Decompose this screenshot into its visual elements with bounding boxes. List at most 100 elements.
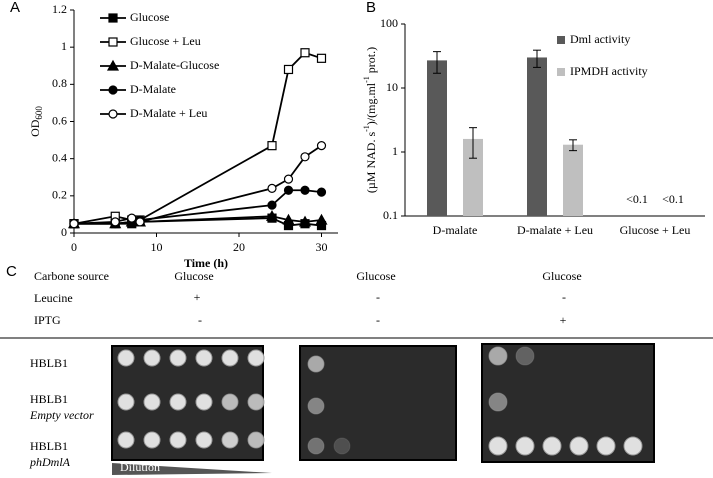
cell: Glucose <box>542 269 581 283</box>
colony-spot <box>117 349 135 367</box>
legend-label: Glucose <box>130 10 169 24</box>
colony-spot <box>143 349 161 367</box>
marker <box>300 152 310 162</box>
colony-spot <box>542 436 562 456</box>
marker <box>135 217 145 227</box>
x-tick-label: 20 <box>233 240 245 254</box>
legend-label: D-Malate <box>130 82 176 96</box>
x-tick-label: 0 <box>71 240 77 254</box>
strain: HBLB1 <box>30 392 68 406</box>
y-tick-label: 1 <box>392 144 398 158</box>
colony-spot <box>221 393 239 411</box>
panel-label: A <box>10 0 20 16</box>
y-tick-label: 100 <box>380 16 398 30</box>
colony-spot <box>221 349 239 367</box>
marker <box>316 53 327 63</box>
y-axis-label-part: (µM NAD. s <box>364 132 378 194</box>
colony-spot <box>569 436 589 456</box>
colony-spot <box>117 393 135 411</box>
cell: Glucose <box>356 269 395 283</box>
y-axis-label-main: OD <box>28 119 42 137</box>
colony-spot <box>488 346 508 366</box>
legend-marker <box>106 59 120 71</box>
colony-spot <box>169 393 187 411</box>
colony-spot <box>143 431 161 449</box>
marker <box>265 210 279 221</box>
strain: HBLB1 <box>30 356 68 370</box>
marker <box>283 64 294 75</box>
colony-spot <box>488 436 508 456</box>
colony-spot <box>515 346 535 366</box>
marker <box>300 48 310 58</box>
cell: + <box>560 313 567 327</box>
cell: - <box>198 313 202 327</box>
marker <box>267 200 277 210</box>
colony-spot <box>169 431 187 449</box>
colony-spot <box>307 355 325 373</box>
marker <box>282 213 295 225</box>
y-tick-label: 1 <box>61 39 67 53</box>
marker <box>315 213 328 225</box>
y-tick-label: 10 <box>386 80 398 94</box>
marker <box>267 183 277 193</box>
colony-spot <box>195 393 213 411</box>
cell: - <box>376 313 380 327</box>
strain-note: phDmlA <box>29 455 71 469</box>
plate-photo <box>299 345 457 461</box>
colony-spot <box>117 431 135 449</box>
legend-marker <box>108 85 118 95</box>
y-tick-label: 1.2 <box>52 2 67 16</box>
y-tick-label: 0.6 <box>52 113 67 127</box>
dilution-label: Dilution <box>120 460 160 474</box>
legend-marker <box>108 37 118 47</box>
y-axis-label: OD600 <box>28 106 44 137</box>
cell: - <box>376 290 380 304</box>
marker <box>316 187 327 197</box>
legend-label: D-Malate-Glucose <box>130 58 219 72</box>
x-tick-label: 30 <box>316 240 328 254</box>
colony-spot <box>247 349 265 367</box>
y-axis-label-part: prot.) <box>364 47 378 76</box>
y-axis-label-sub: 600 <box>34 106 44 120</box>
cell: - <box>562 290 566 304</box>
marker <box>127 213 137 223</box>
y-tick-label: 0.1 <box>383 208 398 222</box>
bar <box>563 144 583 216</box>
colony-spot <box>195 431 213 449</box>
legend-swatch <box>557 68 565 76</box>
colony-spot <box>307 397 325 415</box>
strain-note: Empty vector <box>29 408 94 422</box>
y-tick-label: 0.8 <box>52 76 67 90</box>
marker <box>298 215 312 227</box>
legend-label: IPMDH activity <box>570 64 648 78</box>
colony-spot <box>195 349 213 367</box>
cell: Glucose <box>174 269 213 283</box>
colony-spot <box>623 436 643 456</box>
colony-spot <box>221 431 239 449</box>
row-label: Carbone source <box>34 269 109 283</box>
colony-spot <box>515 436 535 456</box>
dilution-wedge <box>112 463 272 475</box>
legend-label: D-Malate + Leu <box>130 106 207 120</box>
row-label: Leucine <box>34 291 73 305</box>
plate-photo <box>111 345 264 461</box>
y-tick-label: 0.4 <box>52 150 67 164</box>
cell: + <box>194 290 201 304</box>
row-label: IPTG <box>34 313 61 327</box>
bar <box>527 57 547 217</box>
marker <box>283 185 294 195</box>
legend-marker <box>108 13 118 23</box>
panel-label: B <box>366 0 376 16</box>
marker <box>267 141 277 151</box>
x-tick-label: D-malate <box>433 223 478 237</box>
bar <box>463 138 483 216</box>
value-label: <0.1 <box>626 192 648 206</box>
colony-spot <box>596 436 616 456</box>
y-tick-label: 0.2 <box>52 188 67 202</box>
marker <box>69 219 79 229</box>
colony-spot <box>333 437 351 455</box>
value-label: <0.1 <box>662 192 684 206</box>
legend-swatch <box>557 36 565 44</box>
marker <box>300 185 310 195</box>
